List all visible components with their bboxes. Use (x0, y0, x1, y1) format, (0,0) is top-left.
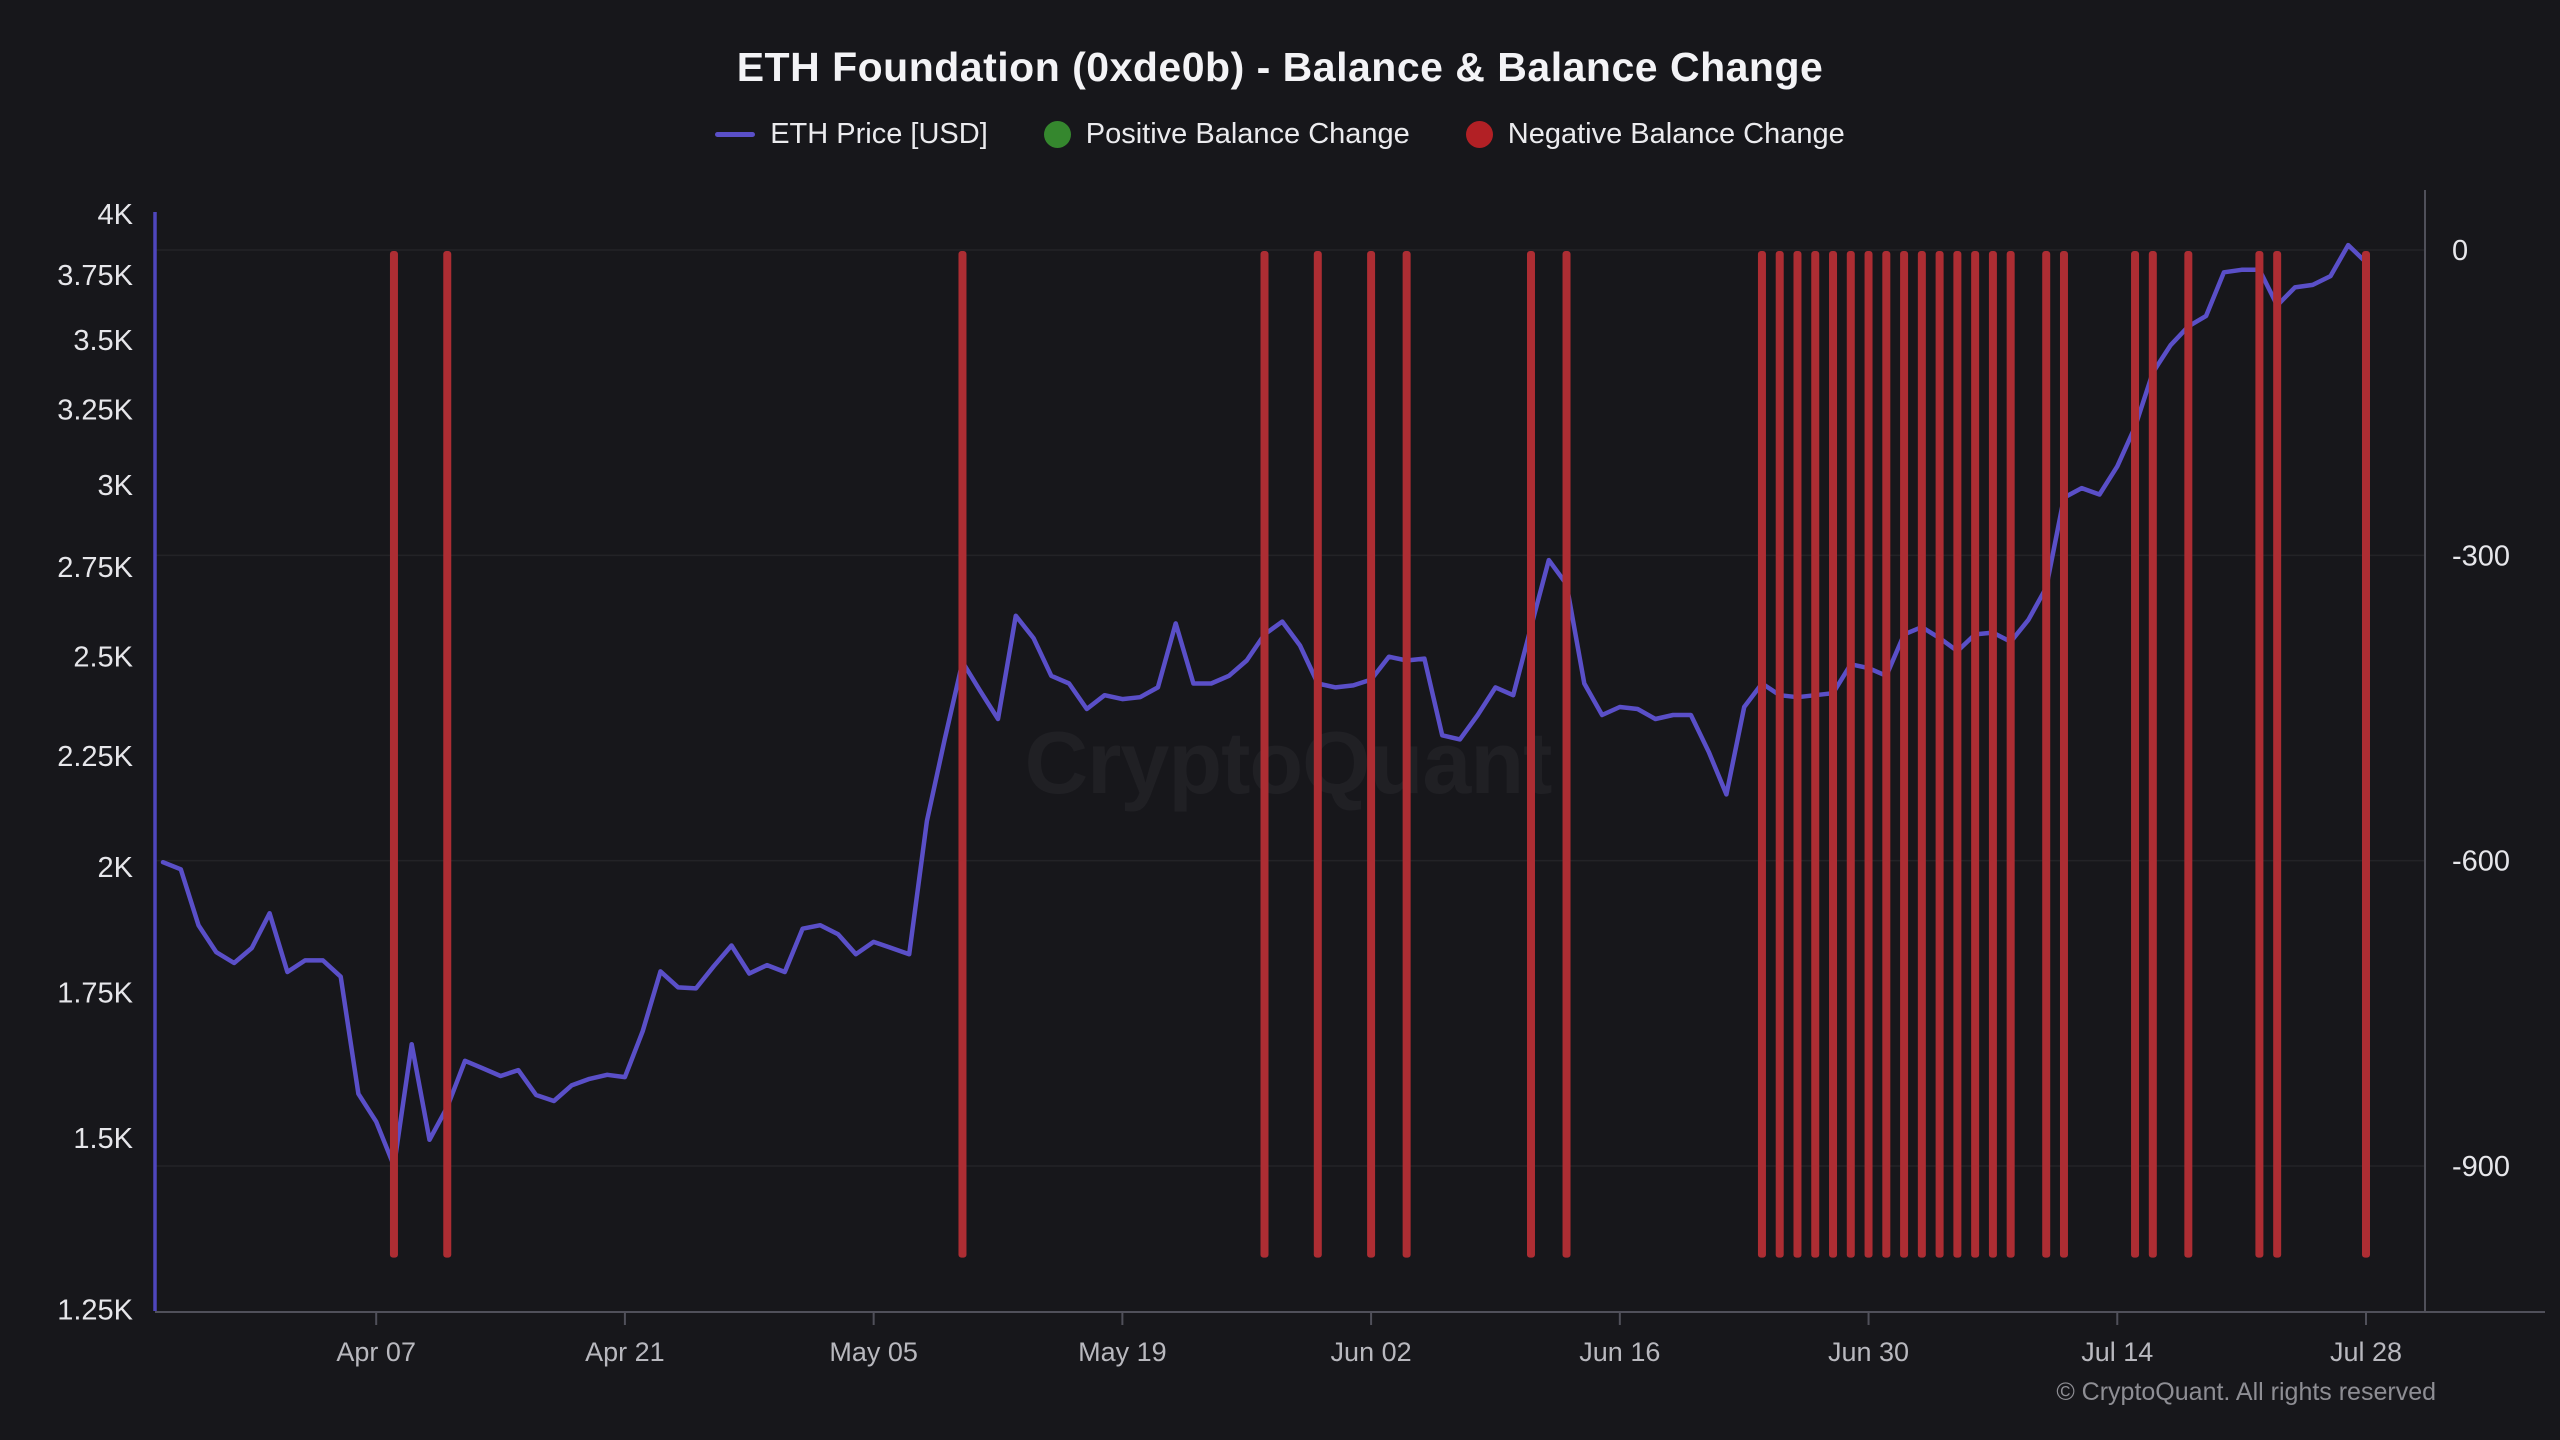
negative-balance-bar[interactable] (1917, 251, 1926, 1258)
x-axis-label: May 05 (829, 1337, 918, 1367)
negative-balance-bar[interactable] (1935, 251, 1944, 1258)
legend-item-negative-balance[interactable]: Negative Balance Change (1465, 118, 1845, 151)
negative-balance-bar[interactable] (1313, 251, 1322, 1258)
copyright-notice: © CryptoQuant. All rights reserved (2056, 1378, 2436, 1406)
x-axis-label: Apr 07 (336, 1337, 416, 1367)
negative-balance-bar[interactable] (1260, 251, 1269, 1258)
negative-balance-bar[interactable] (1846, 251, 1855, 1258)
y-axis-label-left: 2.25K (57, 741, 133, 773)
legend-item-positive-balance[interactable]: Positive Balance Change (1043, 118, 1410, 151)
negative-balance-bar[interactable] (1757, 251, 1766, 1258)
y-axis-label-left: 3.75K (57, 260, 133, 292)
negative-balance-bar[interactable] (1775, 251, 1784, 1258)
x-axis-label: Jun 02 (1331, 1337, 1412, 1367)
y-axis-label-left: 1.5K (73, 1123, 133, 1155)
y-axis-label-left: 4K (98, 199, 134, 231)
y-axis-label-left: 2.75K (57, 552, 133, 584)
negative-balance-bar[interactable] (2255, 251, 2264, 1258)
chart-legend: ETH Price [USD] Positive Balance Change … (0, 118, 2560, 151)
y-axis-label-right: 0 (2452, 235, 2468, 267)
legend-label-negative-balance: Negative Balance Change (1507, 118, 1845, 150)
negative-balance-bar[interactable] (1953, 251, 1962, 1258)
negative-balance-bar[interactable] (2184, 251, 2193, 1258)
negative-balance-bar[interactable] (2273, 251, 2282, 1258)
x-axis-label: May 19 (1078, 1337, 1167, 1367)
negative-balance-bar[interactable] (443, 251, 452, 1258)
y-axis-label-left: 3K (98, 470, 134, 502)
x-axis-label: Apr 21 (585, 1337, 665, 1367)
negative-balance-bar[interactable] (1367, 251, 1376, 1258)
legend-item-eth-price[interactable]: ETH Price [USD] (715, 118, 988, 151)
positive-balance-dot-icon (1043, 121, 1071, 148)
negative-balance-bar[interactable] (1793, 251, 1802, 1258)
negative-balance-bar[interactable] (2059, 251, 2068, 1258)
y-axis-label-left: 2K (98, 852, 134, 884)
negative-balance-bar[interactable] (1864, 251, 1873, 1258)
legend-label-eth-price: ETH Price [USD] (770, 118, 988, 150)
negative-balance-bar[interactable] (1971, 251, 1980, 1258)
legend-label-positive-balance: Positive Balance Change (1085, 118, 1410, 150)
y-axis-label-right: -600 (2452, 846, 2510, 878)
y-axis-label-left: 1.25K (57, 1295, 133, 1327)
y-axis-label-left: 3.5K (73, 325, 133, 357)
negative-balance-bar[interactable] (958, 251, 967, 1258)
negative-balance-bar[interactable] (1402, 251, 1411, 1258)
x-axis-label: Jun 30 (1828, 1337, 1909, 1367)
negative-balance-dot-icon (1465, 121, 1493, 148)
y-axis-label-right: -900 (2452, 1151, 2510, 1183)
negative-balance-bar[interactable] (2362, 251, 2370, 1258)
x-axis-label: Jul 28 (2330, 1337, 2402, 1367)
negative-balance-bar[interactable] (1829, 251, 1838, 1258)
negative-balance-bar[interactable] (1811, 251, 1820, 1258)
negative-balance-bar[interactable] (1988, 251, 1997, 1258)
negative-balance-bar[interactable] (2042, 251, 2051, 1258)
negative-balance-bar[interactable] (1900, 251, 1909, 1258)
negative-balance-bar[interactable] (1882, 251, 1891, 1258)
negative-balance-bar[interactable] (1562, 251, 1571, 1258)
negative-balance-bar[interactable] (2131, 251, 2140, 1258)
y-axis-label-left: 3.25K (57, 395, 133, 427)
y-axis-label-right: -300 (2452, 540, 2510, 572)
negative-balance-bar[interactable] (389, 251, 398, 1258)
y-axis-label-left: 2.5K (73, 642, 133, 674)
chart-title: ETH Foundation (0xde0b) - Balance & Bala… (736, 44, 1824, 90)
eth-price-line-swatch-icon (715, 132, 756, 137)
y-axis-label-left: 1.75K (57, 978, 133, 1010)
x-axis-label: Jul 14 (2081, 1337, 2153, 1367)
negative-balance-bar[interactable] (1526, 251, 1535, 1258)
x-axis-label: Jun 16 (1579, 1337, 1660, 1367)
negative-balance-bar[interactable] (2006, 251, 2015, 1258)
negative-balance-bar[interactable] (2148, 251, 2157, 1258)
